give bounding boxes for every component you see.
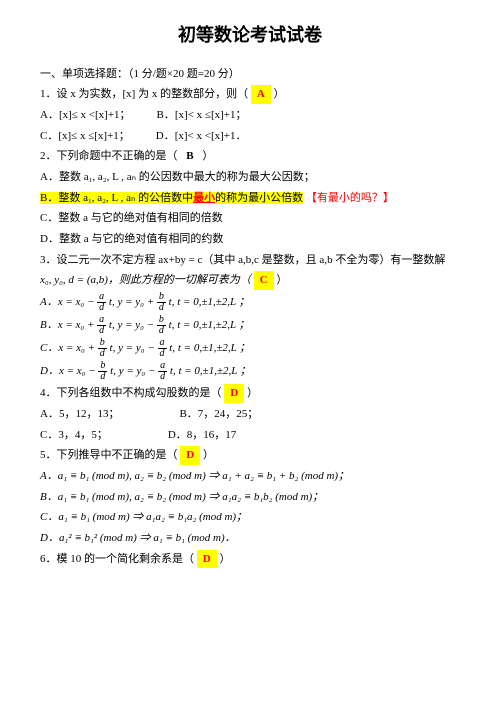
q1-text: 1．设 x 为实数，[x] 为 x 的整数部分，则（ <box>40 88 248 100</box>
q2-optB-mid: 最小 <box>193 192 215 204</box>
q2-answer: B <box>180 147 199 166</box>
q4-optC: C．3，4，5； <box>40 426 108 445</box>
q6-stem: 6．模 10 的一个简化剩余系是（ D ） <box>40 550 460 569</box>
q1-stem: 1．设 x 为实数，[x] 为 x 的整数部分，则（ A ） <box>40 85 460 104</box>
frac-a1: ad <box>97 292 106 313</box>
frac-a2: ad <box>97 315 106 336</box>
frac-b1: bd <box>157 292 166 313</box>
q5-optD: D．a₁² ≡ b₁² (mod m) ⇒ a₁ ≡ b₁ (mod m)． <box>40 529 460 548</box>
q1-row2: C．[x]≤ x ≤[x]+1； D．[x]< x <[x]+1． <box>40 127 460 146</box>
q6-answer: D <box>197 550 217 569</box>
q5-optC: C．a₁ ≡ b₁ (mod m) ⇒ a₁a₂ ≡ b₁a₂ (mod m)； <box>40 508 460 527</box>
q1-optB: B．[x]< x ≤[x]+1； <box>157 106 247 125</box>
q3A-r: t, t = 0,±1,±2,L ； <box>169 296 250 308</box>
q3-optB: B．x = x₀ + ad t, y = y₀ − bd t, t = 0,±1… <box>40 315 460 336</box>
q4-text: 4．下列各组数中不构成勾股数的是（ <box>40 387 222 399</box>
q1-optC: C．[x]≤ x ≤[x]+1； <box>40 127 130 146</box>
q1-row1: A．[x]≤ x <[x]+1； B．[x]< x ≤[x]+1； <box>40 106 460 125</box>
q1-optA: A．[x]≤ x <[x]+1； <box>40 106 131 125</box>
q4-optA: A．5，12，13； <box>40 405 119 424</box>
q4-stem: 4．下列各组数中不构成勾股数的是（ D ） <box>40 384 460 403</box>
q3B-r: t, t = 0,±1,±2,L ； <box>169 319 250 331</box>
q3-stem-a: 3．设二元一次不定方程 ax+by = c（其中 a,b,c 是整数，且 a,b… <box>40 251 460 270</box>
q6-close: ） <box>219 553 230 565</box>
q3A-m: t, y = y₀ + <box>109 296 154 308</box>
q2-stem: 2．下列命题中不正确的是（ B ） <box>40 147 460 166</box>
q5-answer: D <box>180 446 200 465</box>
q3C-m: t, y = y₀ − <box>110 342 155 354</box>
q1-answer: A <box>251 85 271 104</box>
q5-text: 5．下列推导中不正确的是（ <box>40 449 178 461</box>
q3B-l: B．x = x₀ + <box>40 319 94 331</box>
q3C-r: t, t = 0,±1,±2,L ； <box>169 342 250 354</box>
q3D-l: D．x = x₀ − <box>40 365 96 377</box>
page-title: 初等数论考试试卷 <box>40 20 460 51</box>
q4-optB: B．7，24，25； <box>179 405 258 424</box>
q2-close: ） <box>202 150 213 162</box>
q3B-m: t, y = y₀ − <box>109 319 154 331</box>
q1-optD: D．[x]< x <[x]+1． <box>156 127 247 146</box>
q3-stem-b: x₀, y₀, d = (a,b)，则此方程的一切解可表为（ C ） <box>40 271 460 290</box>
q2-optB: B．整数 a₁, a₂, L , aₙ 的公倍数中最小的称为最小公倍数 【有最小… <box>40 189 460 208</box>
q3C-l: C．x = x₀ + <box>40 342 95 354</box>
q2-optB-pre: B．整数 a₁, a₂, L , aₙ 的公倍数中 <box>40 192 193 204</box>
frac-a4: ad <box>158 361 167 382</box>
q2-optB-post: 的称为最小公倍数 <box>215 192 303 204</box>
q3-answer: C <box>254 271 274 290</box>
q2-optA: A．整数 a₁, a₂, L , aₙ 的公因数中最大的称为最大公因数； <box>40 168 460 187</box>
q4-close: ） <box>247 387 258 399</box>
q5-stem: 5．下列推导中不正确的是（ D ） <box>40 446 460 465</box>
q2-optC: C．整数 a 与它的绝对值有相同的倍数 <box>40 209 460 228</box>
q3A-l: A．x = x₀ − <box>40 296 94 308</box>
q6-text: 6．模 10 的一个简化剩余系是（ <box>40 553 194 565</box>
q1-close: ） <box>274 88 285 100</box>
q3D-m: t, y = y₀ − <box>110 365 155 377</box>
frac-a3: ad <box>158 338 167 359</box>
q5-optA: A．a₁ ≡ b₁ (mod m), a₂ ≡ b₂ (mod m) ⇒ a₁ … <box>40 467 460 486</box>
q5-optB: B．a₁ ≡ b₁ (mod m), a₂ ≡ b₂ (mod m) ⇒ a₁a… <box>40 488 460 507</box>
q4-optD: D．8，16，17 <box>168 426 236 445</box>
q3-optC: C．x = x₀ + bd t, y = y₀ − ad t, t = 0,±1… <box>40 338 460 359</box>
section-header: 一、单项选择题：（1 分/题×20 题=20 分） <box>40 65 460 84</box>
q4-row1: A．5，12，13； B．7，24，25； <box>40 405 460 424</box>
q4-answer: D <box>224 384 244 403</box>
frac-b4: bd <box>98 361 107 382</box>
q4-row2: C．3，4，5； D．8，16，17 <box>40 426 460 445</box>
q3-optA: A．x = x₀ − ad t, y = y₀ + bd t, t = 0,±1… <box>40 292 460 313</box>
q3D-r: t, t = 0,±1,±2,L ； <box>170 365 251 377</box>
q3-optD: D．x = x₀ − bd t, y = y₀ − ad t, t = 0,±1… <box>40 361 460 382</box>
q3-close: ） <box>276 274 287 286</box>
frac-b3: bd <box>98 338 107 359</box>
q2-optB-note: 【有最小的吗？】 <box>306 192 394 204</box>
q5-close: ） <box>203 449 214 461</box>
q2-optD: D．整数 a 与它的绝对值有相同的约数 <box>40 230 460 249</box>
q3-stem-b-text: x₀, y₀, d = (a,b)，则此方程的一切解可表为（ <box>40 274 251 286</box>
frac-b2: bd <box>157 315 166 336</box>
q2-text: 2．下列命题中不正确的是（ <box>40 150 178 162</box>
